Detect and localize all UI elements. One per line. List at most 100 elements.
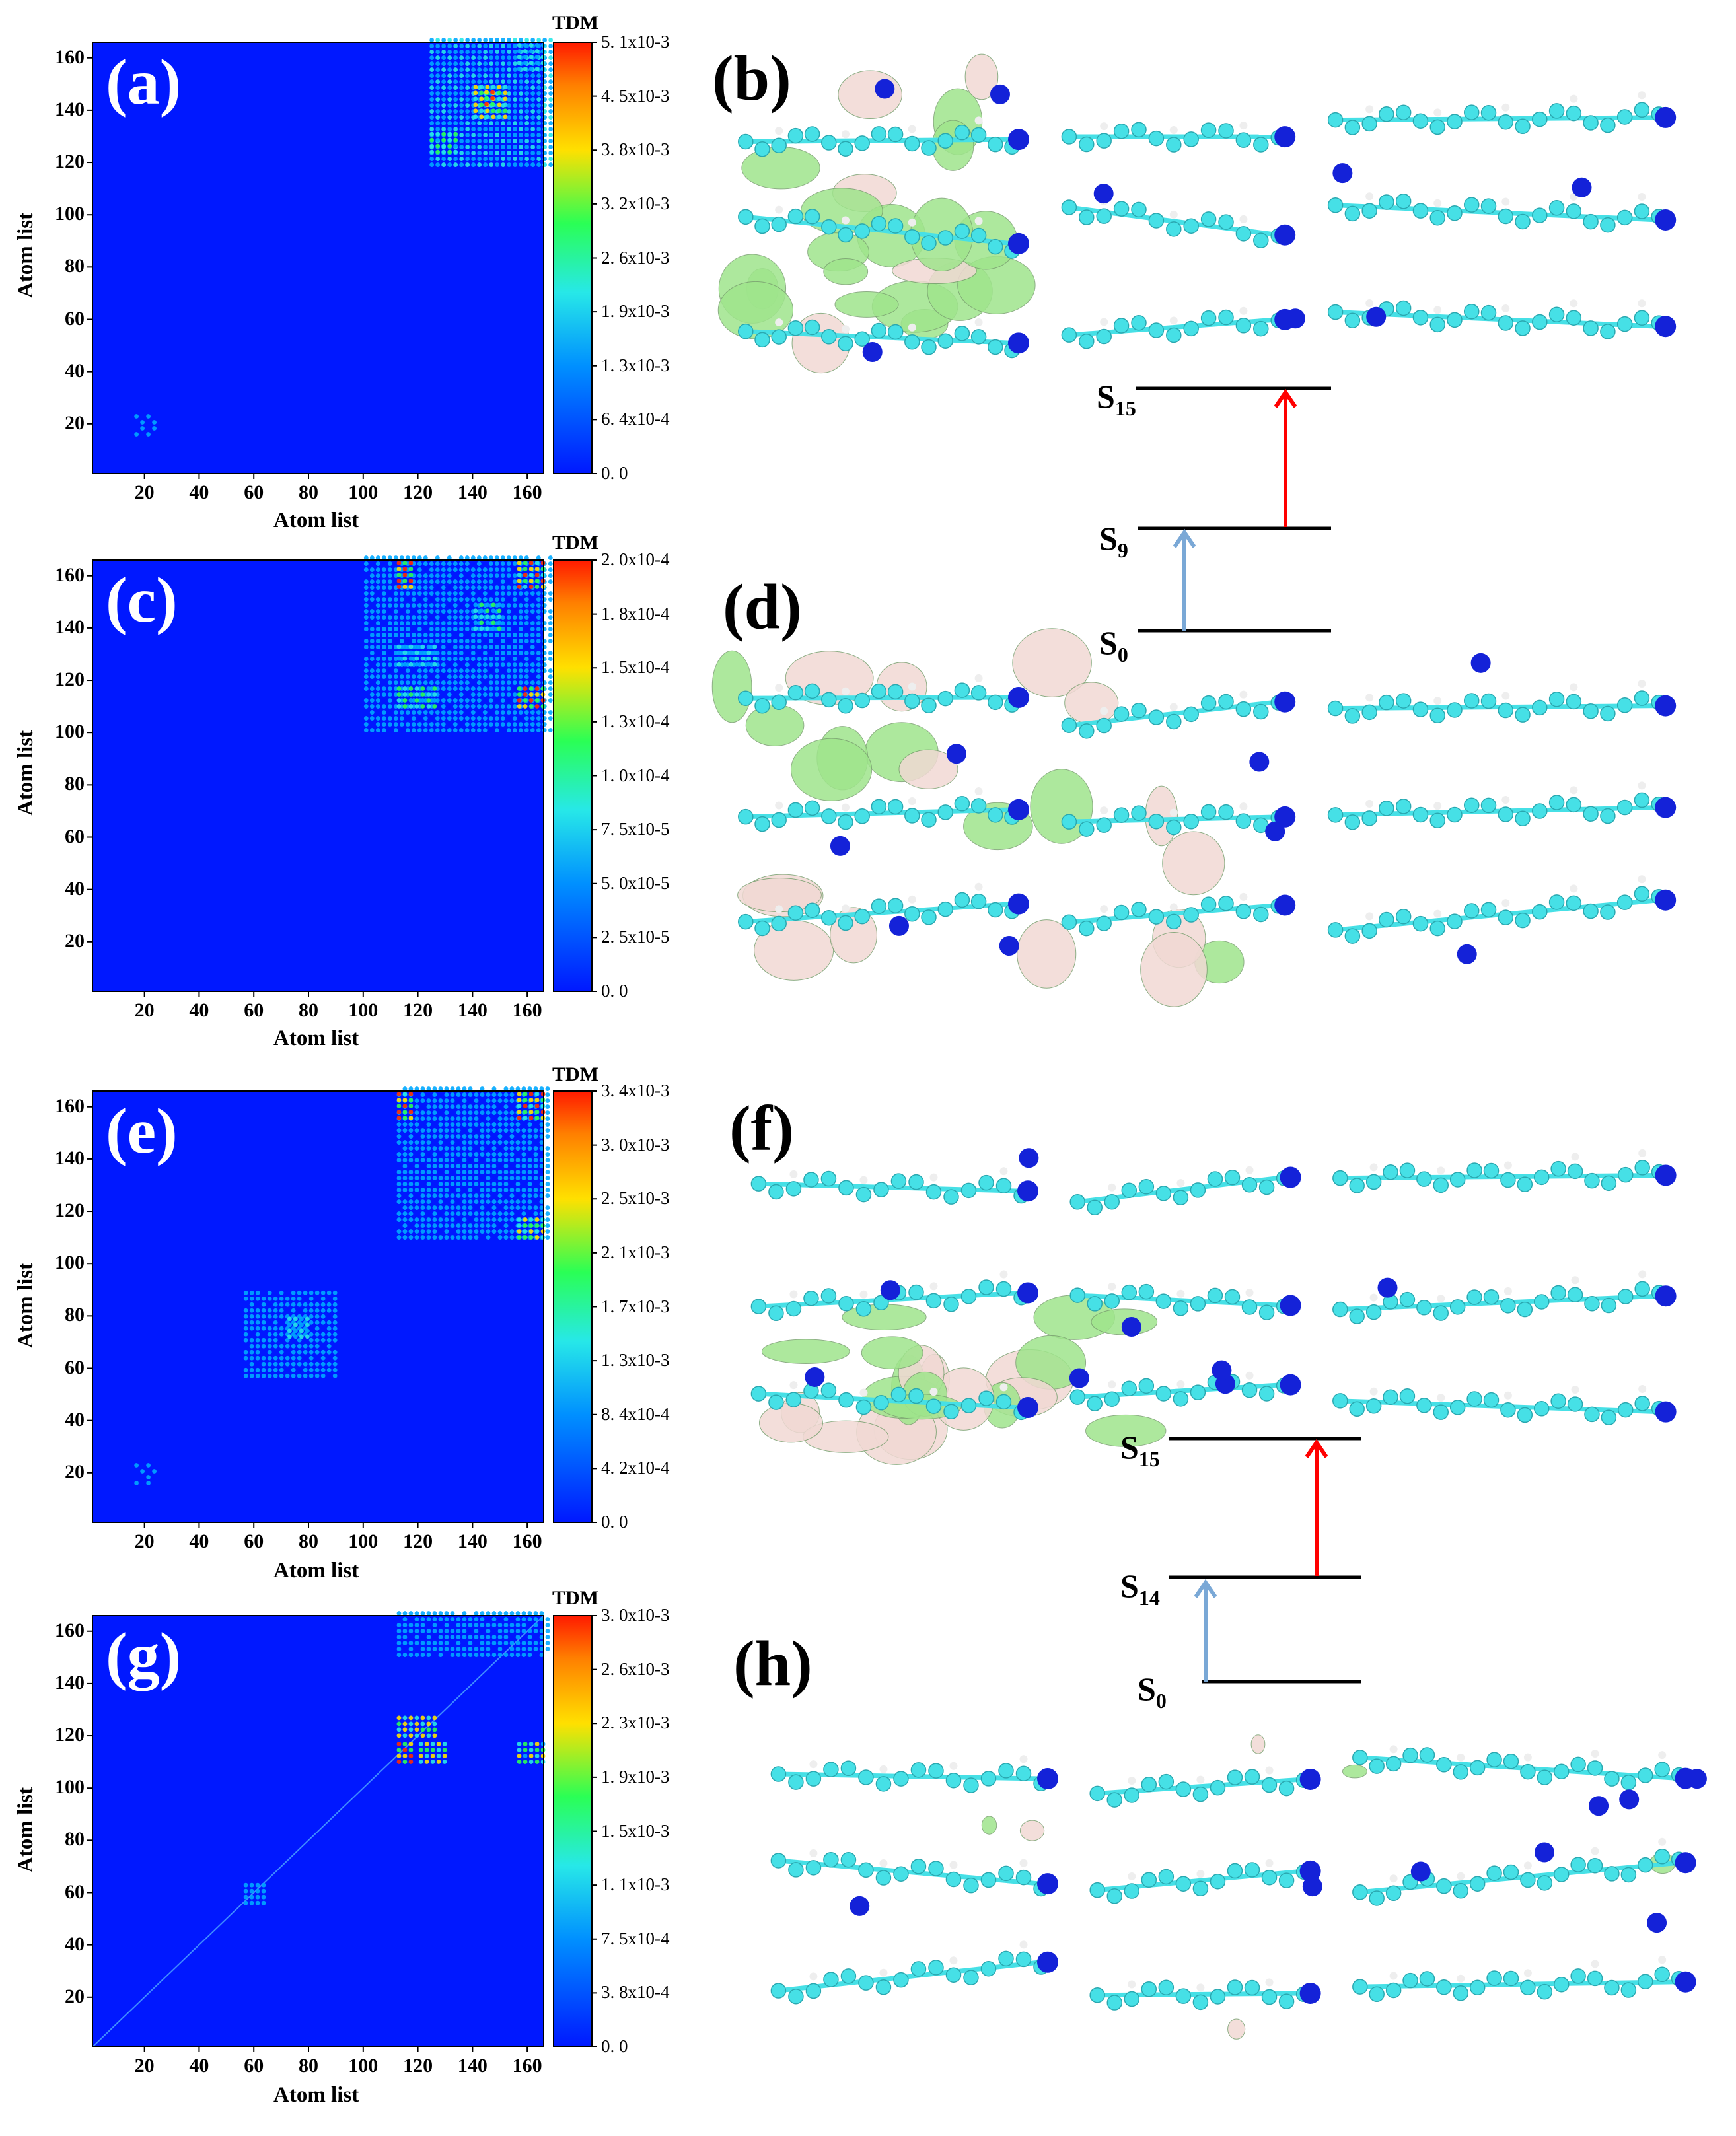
heatmap-cell: [255, 1367, 260, 1372]
heatmap-cell: [464, 603, 470, 608]
heatmap-cell: [512, 573, 517, 578]
heatmap-cell: [267, 1343, 272, 1349]
carbon-atom: [1537, 1769, 1553, 1785]
heatmap-cell: [471, 67, 476, 72]
heatmap-cell: [243, 1326, 248, 1331]
heatmap-cell: [441, 579, 446, 584]
heatmap-cell: [515, 1122, 521, 1127]
carbon-atom: [1567, 1163, 1583, 1180]
heatmap-cell: [417, 609, 422, 614]
colorbar-tick-label: 1. 9x10-3: [601, 1766, 670, 1787]
heatmap-cell: [279, 1308, 284, 1313]
heatmap-cell: [267, 1349, 272, 1355]
heatmap-cell: [396, 1193, 402, 1198]
carbon-atom: [1210, 1779, 1226, 1796]
heatmap-cell: [435, 573, 440, 578]
carbon-atom: [943, 1404, 959, 1420]
heatmap-cell: [459, 44, 464, 48]
heatmap-cell: [500, 710, 505, 715]
heatmap-cell: [375, 597, 380, 602]
heatmap-hotspot: [363, 555, 553, 732]
heatmap-cell: [279, 1349, 284, 1355]
heatmap-cell: [534, 1229, 540, 1234]
heatmap-cell: [411, 621, 416, 625]
heatmap-cell: [536, 91, 542, 96]
nitrogen-atom: [1008, 686, 1029, 708]
heatmap-e: [87, 1086, 550, 1528]
carbon-atom: [1344, 120, 1361, 135]
heatmap-cell: [486, 1152, 491, 1157]
isosurface-lobe: [1085, 1414, 1167, 1447]
heatmap-cell: [255, 1332, 260, 1337]
heatmap-cell: [524, 615, 529, 620]
carbon-atom: [1352, 1979, 1368, 1995]
heatmap-cell: [477, 38, 482, 42]
heatmap-cell: [548, 55, 554, 60]
carbon-atom: [1500, 1172, 1516, 1188]
heatmap-cell: [506, 627, 511, 631]
heatmap-cell: [476, 561, 482, 566]
heatmap-cell: [462, 1223, 467, 1228]
heatmap-cell: [303, 1290, 308, 1295]
carbon-atom: [1634, 310, 1650, 326]
heatmap-cell: [485, 85, 490, 90]
heatmap-cell: [495, 44, 500, 48]
heatmap-cell: [381, 722, 386, 727]
heatmap-cell: [414, 662, 419, 667]
heatmap-cell: [484, 102, 489, 107]
heatmap-cell: [402, 1140, 408, 1145]
heatmap-cell: [387, 639, 392, 643]
heatmap-cell: [456, 1641, 461, 1645]
heatmap-cell: [488, 555, 493, 560]
carbon-atom: [1344, 708, 1361, 724]
carbon-atom: [854, 808, 870, 824]
heatmap-cell: [462, 1193, 467, 1198]
heatmap-cell: [548, 633, 553, 637]
heatmap-cell: [441, 728, 446, 732]
heatmap-cell: [490, 90, 495, 95]
heatmap-cell: [536, 722, 541, 727]
x-tick-label: 40: [189, 999, 209, 1021]
heatmap-cell: [420, 1647, 425, 1651]
heatmap-cell: [521, 1170, 526, 1174]
heatmap-cell: [486, 1170, 491, 1174]
heatmap-cell: [456, 1122, 461, 1127]
heatmap-cell: [375, 662, 380, 667]
carbon-atom: [1183, 907, 1199, 923]
heatmap-cell: [518, 728, 523, 732]
heatmap-hotspot: [484, 90, 495, 107]
carbon-atom: [770, 1766, 787, 1782]
heatmap-cell: [524, 157, 530, 161]
carbon-atom: [1483, 1392, 1500, 1408]
heatmap-cell: [548, 555, 553, 560]
heatmap-cell: [279, 1355, 284, 1361]
heatmap-cell: [450, 1211, 455, 1216]
carbon-atom: [1155, 1386, 1172, 1402]
heatmap-cell: [273, 1302, 278, 1307]
carbon-atom: [1113, 807, 1130, 823]
carbon-atom: [785, 1392, 802, 1407]
carbon-atom: [823, 1852, 839, 1868]
heatmap-cell: [497, 1641, 503, 1645]
heatmap-cell: [489, 133, 494, 137]
heatmap-cell: [491, 1146, 497, 1151]
heatmap-cell: [444, 1122, 449, 1127]
carbon-atom: [1124, 1787, 1140, 1803]
heatmap-cell: [480, 1110, 485, 1115]
heatmap-cell: [464, 579, 470, 584]
heatmap-cell: [536, 591, 541, 596]
carbon-atom: [1395, 300, 1412, 316]
colorbar-tick-label: 5. 1x10-3: [601, 32, 670, 52]
heatmap-cell: [497, 1134, 503, 1139]
heatmap-cell: [402, 1223, 408, 1228]
heatmap-cell: [545, 1110, 550, 1115]
heatmap-cell: [332, 1367, 338, 1372]
heatmap-cell: [515, 1158, 521, 1162]
heatmap-cell: [470, 651, 476, 655]
heatmap-cell: [453, 67, 458, 72]
heatmap-cell: [441, 585, 446, 590]
heatmap-cell: [474, 1122, 479, 1127]
heatmap-cell: [468, 1188, 473, 1192]
carbon-atom: [1361, 116, 1377, 132]
heatmap-cell: [435, 149, 441, 155]
